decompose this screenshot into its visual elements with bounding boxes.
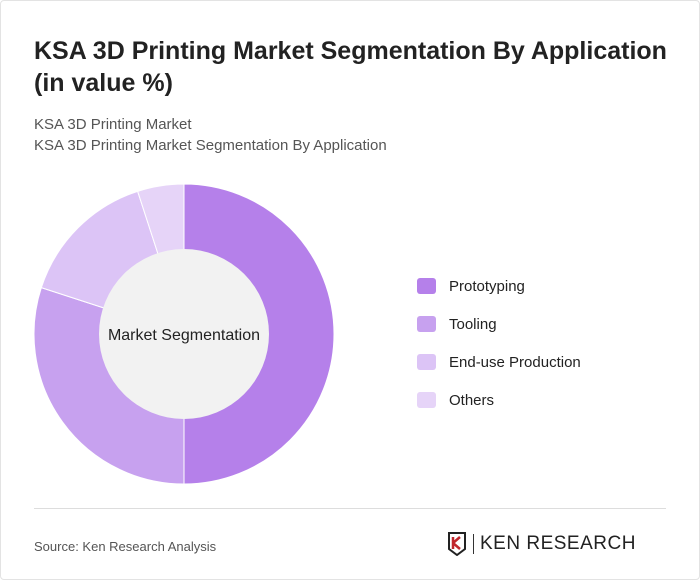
legend-label: Tooling bbox=[449, 315, 497, 333]
chart-subtitle: KSA 3D Printing Market bbox=[34, 116, 192, 133]
legend-item: Prototyping bbox=[417, 267, 581, 305]
legend-label: Prototyping bbox=[449, 277, 525, 295]
chart-title: KSA 3D Printing Market Segmentation By A… bbox=[34, 37, 667, 97]
ken-research-logo: KEN RESEARCH bbox=[447, 532, 636, 556]
legend-item: Tooling bbox=[417, 305, 581, 343]
legend-label: End-use Production bbox=[449, 353, 581, 371]
logo-text: KEN RESEARCH bbox=[473, 534, 636, 554]
center-label: Market Segmentation bbox=[108, 327, 260, 344]
legend-label: Others bbox=[449, 391, 495, 409]
logo-icon bbox=[448, 532, 466, 556]
legend-swatch bbox=[417, 354, 436, 370]
legend-item: End-use Production bbox=[417, 343, 581, 381]
legend-swatch bbox=[417, 392, 436, 408]
divider bbox=[34, 508, 666, 509]
legend-item: Others bbox=[417, 381, 581, 419]
legend-swatch bbox=[417, 316, 436, 332]
donut-hole bbox=[99, 249, 269, 419]
donut-chart: Market Segmentation bbox=[33, 183, 335, 485]
chart-subtitle-2: KSA 3D Printing Market Segmentation By A… bbox=[34, 137, 387, 154]
legend-swatch bbox=[417, 278, 436, 294]
source-text: Source: Ken Research Analysis bbox=[34, 539, 217, 554]
legend: Prototyping Tooling End-use Production Othe… bbox=[417, 267, 581, 419]
